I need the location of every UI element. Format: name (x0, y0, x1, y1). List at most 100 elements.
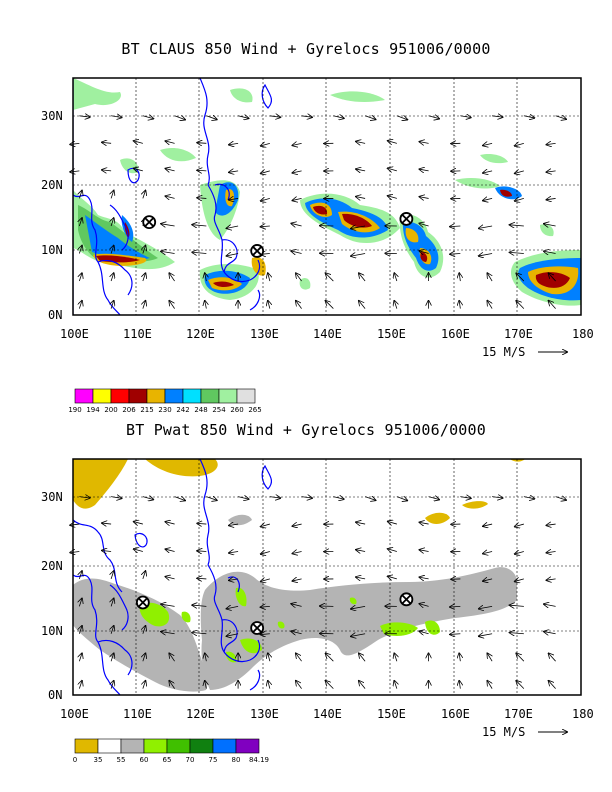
panel2-xtick: 150E (377, 707, 406, 721)
wind-vector (356, 142, 366, 144)
wind-vector (293, 551, 302, 553)
colorbar-swatch (146, 388, 166, 404)
wind-vector (197, 170, 207, 171)
wind-vector (483, 524, 493, 526)
colorbar-swatch (200, 388, 220, 404)
wind-vector (229, 171, 239, 172)
wind-vector (269, 497, 280, 498)
wind-vector (261, 524, 270, 527)
colorbar-label: 84.19 (249, 756, 269, 764)
wind-vector (261, 198, 270, 201)
wind-vector (420, 197, 429, 199)
wind-vector (143, 653, 146, 662)
wind-vector (326, 301, 334, 309)
wind-vector (483, 171, 493, 173)
wind-vector (174, 116, 185, 120)
colorbar-label: 248 (194, 406, 207, 414)
colorbar-swatch (182, 388, 202, 404)
wind-vector (479, 226, 493, 228)
wind-vector (238, 116, 248, 119)
wind-vector (547, 551, 556, 552)
panel2-wind-vectors (70, 497, 566, 689)
panel2-xtick: 160E (441, 707, 470, 721)
wind-vector (359, 681, 366, 689)
wind-vector (351, 606, 366, 609)
wind-vector (291, 223, 302, 226)
colorbar-label: 265 (248, 406, 261, 414)
wind-vector (268, 301, 270, 309)
gyre-location-marker (399, 592, 414, 607)
wind-vector (356, 197, 366, 199)
colorbar-swatch (120, 738, 145, 754)
wind-vector (143, 571, 146, 580)
wind-vector (487, 681, 492, 689)
colorbar-label: 0 (73, 756, 77, 764)
wind-vector (460, 497, 470, 499)
colorbar-swatch (143, 738, 168, 754)
wind-vector (460, 116, 470, 118)
colorbar-label: 242 (176, 406, 189, 414)
colorbar-label: 35 (94, 756, 103, 764)
wind-vector (79, 626, 82, 634)
colorbar-label: 70 (186, 756, 195, 764)
wind-vector (420, 522, 429, 524)
wind-vector (161, 224, 175, 226)
wind-vector (459, 681, 460, 689)
colorbar-swatch (189, 738, 214, 754)
wind-vector (166, 522, 175, 524)
wind-vector (326, 681, 334, 689)
wind-vector (111, 599, 114, 607)
wind-vector (197, 551, 207, 552)
wind-vector (547, 143, 556, 144)
panel2-gyre-markers (135, 592, 414, 635)
wind-vector (111, 116, 121, 118)
wind-vector (459, 301, 460, 309)
wind-vector (192, 605, 207, 606)
panel1-map: 30N 20N 10N 0N 100E 110E 120E 130E 140E … (41, 77, 594, 414)
wind-vector (143, 301, 146, 309)
wind-vector (492, 116, 502, 117)
wind-vector (547, 579, 556, 580)
panel2-xtick: 100E (60, 707, 89, 721)
wind-vector (205, 301, 207, 309)
wind-vector (229, 579, 239, 580)
wind-vector (111, 301, 114, 309)
gyre-location-marker (250, 621, 265, 635)
wind-vector (420, 142, 429, 144)
wind-vector (102, 142, 112, 143)
wind-vector (70, 171, 80, 172)
wind-vector (483, 579, 493, 581)
wind-vector (394, 681, 397, 689)
wind-vector (359, 301, 366, 309)
wind-vector (197, 523, 207, 524)
colorbar-swatch (164, 388, 184, 404)
wind-vector (79, 273, 82, 282)
wind-vector (483, 198, 493, 200)
colorbar-swatch (97, 738, 122, 754)
wind-vector (549, 273, 556, 282)
panel1-colorbar: 190 194 200 206 215 230 242 248 254 260 265 (68, 388, 262, 414)
panel1-xtick: 130E (250, 327, 279, 341)
wind-vector (205, 681, 207, 689)
wind-vector (515, 551, 524, 554)
panel2-map: 30N 20N 10N 0N 100E 110E 120E 130E 140E … (41, 458, 594, 764)
panel2-ytick: 0N (48, 688, 62, 702)
wind-vector (555, 497, 566, 500)
claus-cloud-shading (73, 78, 581, 306)
wind-vector (549, 653, 556, 662)
wind-vector (142, 497, 153, 500)
wind-vector (268, 273, 270, 282)
wind-vector (197, 198, 207, 199)
wind-vector (79, 301, 82, 309)
wind-vector (388, 168, 397, 171)
wind-vector (206, 116, 216, 120)
wind-vector (459, 653, 460, 662)
wind-vector (143, 246, 146, 254)
panel1-xtick: 140E (313, 327, 342, 341)
wind-vector (143, 191, 146, 199)
wind-vector (483, 551, 493, 553)
wind-vector (359, 273, 366, 282)
panel1-frame (72, 77, 582, 316)
wind-vector (356, 169, 366, 171)
panel1-coastlines (73, 78, 273, 315)
